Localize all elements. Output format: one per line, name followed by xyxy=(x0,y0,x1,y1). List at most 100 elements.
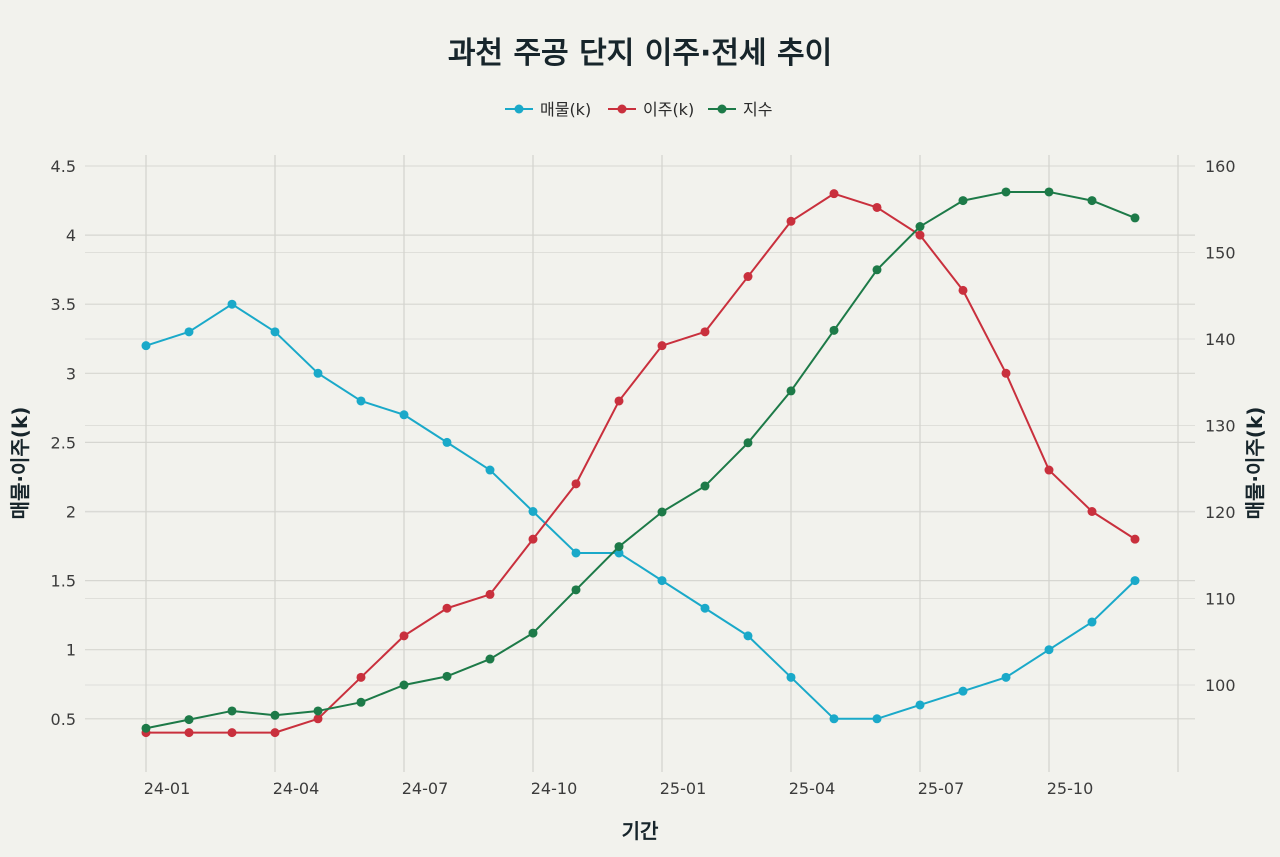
data-point xyxy=(657,341,667,351)
data-point xyxy=(442,437,452,447)
data-point xyxy=(872,202,882,212)
legend-swatch-dot xyxy=(514,104,524,114)
data-point xyxy=(915,222,925,232)
data-point xyxy=(313,706,323,716)
data-point xyxy=(614,548,624,558)
data-point xyxy=(1001,672,1011,682)
data-point xyxy=(399,680,409,690)
data-point xyxy=(356,697,366,707)
y-left-tick-label: 2 xyxy=(66,503,76,522)
data-point xyxy=(958,196,968,206)
grid xyxy=(85,155,1195,772)
data-point xyxy=(1087,196,1097,206)
x-tick-label: 24-10 xyxy=(531,779,578,798)
data-point xyxy=(1087,507,1097,516)
x-tick-label: 25-10 xyxy=(1047,779,1094,798)
data-point xyxy=(915,230,925,240)
y-right-tick-label: 110 xyxy=(1205,590,1236,609)
data-point xyxy=(141,723,151,733)
legend-label: 이주(k) xyxy=(643,100,694,119)
y-right-tick-label: 100 xyxy=(1205,676,1236,695)
y-left-tick-label: 3 xyxy=(66,364,76,383)
data-point xyxy=(270,710,280,720)
data-point xyxy=(571,479,581,489)
data-point xyxy=(786,672,796,682)
y-right-tick-label: 150 xyxy=(1205,244,1236,263)
y-left-tick-label: 1.5 xyxy=(51,572,76,591)
data-point xyxy=(571,548,581,558)
data-point xyxy=(614,542,624,552)
x-axis: 24-01 24-04 24-07 24-10 25-01 25-04 25-07 25-10 xyxy=(144,779,1094,798)
legend-swatch-dot xyxy=(617,104,627,114)
data-point xyxy=(829,189,839,199)
y-right-tick-label: 140 xyxy=(1205,330,1236,349)
x-tick-label: 24-01 xyxy=(144,779,191,798)
data-point xyxy=(700,603,710,613)
series-지수 xyxy=(141,187,1140,733)
series-매물(k) xyxy=(141,299,1140,724)
legend-label: 매물(k) xyxy=(540,100,591,119)
data-point xyxy=(1001,187,1011,197)
data-point xyxy=(313,714,323,724)
series-group xyxy=(141,187,1140,738)
x-tick-label: 25-04 xyxy=(789,779,836,798)
legend-swatch-dot xyxy=(717,104,727,114)
data-point xyxy=(657,507,667,517)
data-point xyxy=(1044,187,1054,197)
y-right-tick-label: 120 xyxy=(1205,503,1236,522)
data-point xyxy=(786,386,796,396)
data-point xyxy=(700,481,710,491)
legend-item: 매물(k) xyxy=(505,100,591,119)
data-point xyxy=(958,285,968,295)
series-line xyxy=(146,192,1136,734)
data-point xyxy=(743,272,753,282)
legend: 매물(k) 이주(k) 지수 xyxy=(505,100,772,119)
data-point xyxy=(528,534,538,544)
y-left-tick-label: 4 xyxy=(66,226,76,245)
data-point xyxy=(1130,576,1140,586)
data-point xyxy=(442,671,452,681)
y-right-axis: 100 110 120 130 140 150 160 xyxy=(1205,157,1236,695)
data-point xyxy=(227,299,237,309)
data-point xyxy=(829,714,839,724)
y-left-tick-label: 4.5 xyxy=(51,157,76,176)
data-point xyxy=(356,672,366,682)
x-tick-label: 24-04 xyxy=(273,779,320,798)
data-point xyxy=(872,265,882,275)
legend-label: 지수 xyxy=(743,100,772,119)
data-point xyxy=(356,396,366,406)
y-left-tick-label: 1 xyxy=(66,641,76,660)
data-point xyxy=(571,585,581,595)
chart-title: 과천 주공 단지 이주·전세 추이 xyxy=(448,36,832,71)
data-point xyxy=(1130,213,1140,223)
data-point xyxy=(184,327,194,337)
data-point xyxy=(700,327,710,337)
data-point xyxy=(141,341,151,351)
data-point xyxy=(958,686,968,696)
data-point xyxy=(743,438,753,448)
data-point xyxy=(399,410,409,420)
y-left-tick-label: 0.5 xyxy=(51,710,76,729)
data-point xyxy=(528,628,538,638)
x-tick-label: 25-01 xyxy=(660,779,707,798)
data-point xyxy=(1001,368,1011,378)
series-line xyxy=(145,303,1136,720)
data-point xyxy=(1087,617,1097,627)
data-point xyxy=(485,465,495,475)
data-point xyxy=(915,700,925,710)
data-point xyxy=(184,715,194,725)
data-point xyxy=(270,327,280,337)
y-right-tick-label: 160 xyxy=(1205,157,1236,176)
data-point xyxy=(872,714,882,724)
data-point xyxy=(485,589,495,599)
legend-item: 이주(k) xyxy=(608,100,694,119)
data-point xyxy=(786,216,796,226)
x-tick-label: 25-07 xyxy=(918,779,965,798)
data-point xyxy=(227,706,237,716)
data-point xyxy=(270,728,280,738)
series-line xyxy=(145,190,1136,730)
data-point xyxy=(1044,645,1054,655)
series-이주(k) xyxy=(141,189,1140,738)
